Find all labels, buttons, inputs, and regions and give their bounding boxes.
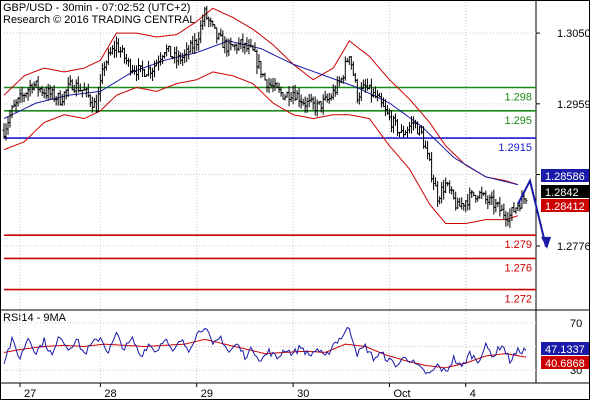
price-tag-label: 1.28586 [545, 171, 585, 183]
x-tick-label: 30 [297, 388, 309, 400]
x-tick-label: Oct [393, 388, 410, 400]
rsi-tag-rsi [541, 342, 589, 355]
rsi-tag-label: 40.6868 [545, 358, 585, 370]
price-tag-label: 1.28412 [545, 201, 585, 213]
rsi-tags: 47.1337 40.6868 [541, 342, 589, 370]
level-label: 1.2915 [498, 142, 532, 154]
level-label: 1.295 [504, 115, 532, 127]
x-tick-label: 28 [104, 388, 116, 400]
x-ticks: 27 28 29 30 Oct 4 [19, 383, 476, 400]
forecast-arrowhead [541, 236, 552, 249]
copyright-notice: Research © 2016 TRADING CENTRAL [3, 14, 196, 26]
level-label: 1.298 [504, 91, 532, 103]
rsi-tag-rsi_ma [541, 356, 589, 369]
level-label: 1.272 [504, 294, 532, 306]
price-bars [2, 5, 528, 228]
gridlines [4, 2, 536, 382]
level-label: 1.279 [504, 239, 532, 251]
y-tick-label: 1.3050 [557, 28, 590, 40]
x-tick-label: 29 [201, 388, 213, 400]
level-label: 1.276 [504, 262, 532, 274]
bollinger-lower-line [3, 71, 519, 224]
y-tick-label: 1.2776 [557, 241, 590, 253]
y-tick-label: 1.2959 [557, 99, 590, 111]
price-tags: 1.28586 1.2842 1.28412 [541, 169, 589, 213]
rsi-ma-line [3, 338, 527, 369]
bollinger-upper-line [3, 7, 519, 186]
rsi-tag-label: 47.1337 [545, 344, 585, 356]
rsi-title: RSI14 - 9MA [3, 312, 66, 324]
rsi-y-tick-label: 70 [570, 318, 582, 330]
x-tick-label: 27 [24, 388, 36, 400]
chart-title: GBP/USD - 30min - 07:02:52 (UTC+2) [3, 2, 191, 14]
price-tag-band [541, 199, 589, 212]
price-tag-ma [541, 169, 589, 182]
rsi-line [3, 326, 527, 375]
forecast-path [517, 177, 548, 248]
key-levels: 1.298 1.295 1.2915 1.279 1.276 1.272 [4, 86, 536, 306]
price-tag-label: 1.2842 [545, 187, 579, 199]
price-tag-last [541, 185, 589, 198]
forecast-arrow [517, 177, 552, 249]
moving-average-line [3, 40, 518, 186]
x-tick-label: 4 [470, 388, 476, 400]
